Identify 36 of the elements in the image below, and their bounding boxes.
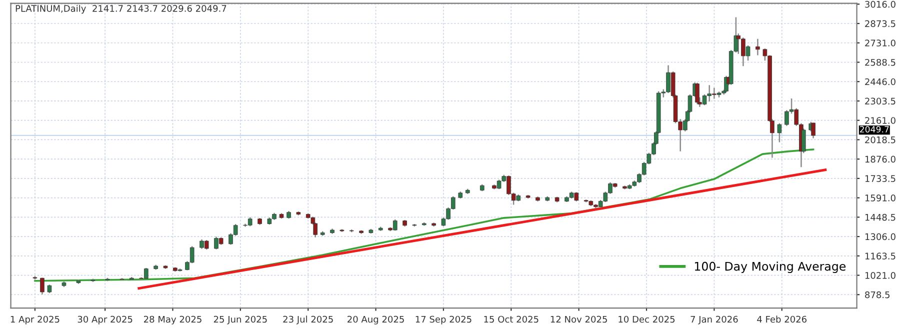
y-tick-label: 1876.0 <box>865 156 896 163</box>
x-tick-label: 23 Jul 2025 <box>283 316 333 324</box>
x-tick-label: 15 Oct 2025 <box>484 316 538 323</box>
y-tick-label: 1448.5 <box>865 214 896 221</box>
y-tick-label: 2731.0 <box>865 40 896 46</box>
x-tick-label: 25 Jun 2025 <box>214 316 267 324</box>
y-tick-label: 878.5 <box>865 291 890 298</box>
y-tick-label: 1733.5 <box>865 175 896 182</box>
y-tick-label: 2873.5 <box>865 20 896 28</box>
y-tick-label: 1163.5 <box>865 252 896 260</box>
y-tick-label: 1591.0 <box>865 194 896 202</box>
candlestick <box>756 38 760 56</box>
y-tick-label: 2446.0 <box>865 78 896 86</box>
y-tick-label: 1021.0 <box>865 272 896 279</box>
chart-title: PLATINUM,Daily 2141.7 2143.7 2029.6 2049.7 <box>16 4 226 14</box>
ref-line-label: 2049.7 <box>860 126 889 133</box>
y-tick-label: 1306.0 <box>865 233 896 240</box>
candlestick <box>777 122 782 143</box>
y-tick-label: 2161.0 <box>865 117 896 124</box>
y-tick-label: 2303.5 <box>865 98 896 105</box>
x-tick-label: 17 Sep 2025 <box>416 316 472 324</box>
candlestick <box>811 122 816 139</box>
x-tick-label: 4 Feb 2026 <box>757 316 807 323</box>
candlestick <box>40 277 44 296</box>
x-tick-label: 12 Nov 2025 <box>550 316 607 323</box>
y-tick-label: 2588.5 <box>865 58 896 66</box>
x-tick-label: 28 May 2025 <box>144 316 202 324</box>
x-tick-label: 20 Aug 2025 <box>348 316 404 324</box>
candlestick <box>695 82 700 105</box>
x-tick-label: 10 Dec 2025 <box>618 316 675 323</box>
y-tick-label: 2018.5 <box>865 136 896 144</box>
legend-label: 100- Day Moving Average <box>694 262 846 274</box>
x-tick-label: 1 Apr 2025 <box>10 316 60 324</box>
y-tick-label: 3016.0 <box>865 0 896 8</box>
x-tick-label: 7 Jan 2026 <box>690 316 738 324</box>
x-tick-label: 30 Apr 2025 <box>78 316 132 324</box>
